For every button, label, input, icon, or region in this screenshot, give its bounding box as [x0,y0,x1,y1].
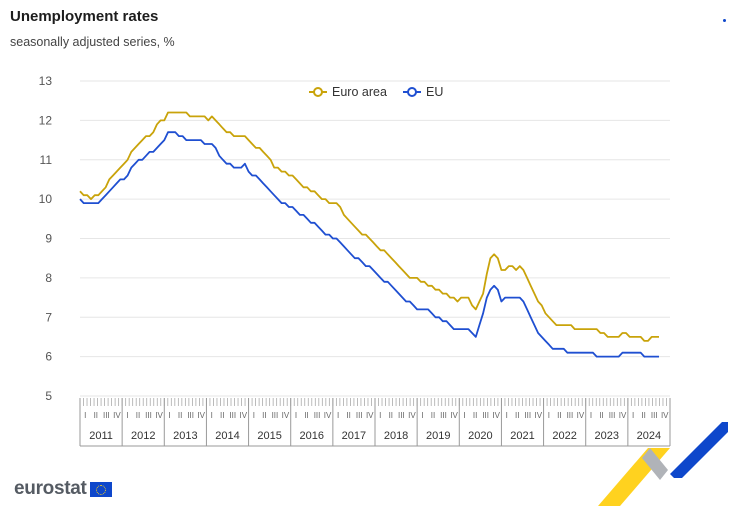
x-quarter-label: IV [240,411,248,420]
x-quarter-label: III [103,411,110,420]
x-year-label: 2012 [131,430,155,442]
legend-label: EU [426,85,443,99]
x-year-label: 2020 [468,430,492,442]
x-quarter-label: II [136,411,140,420]
y-tick-label: 13 [39,74,53,88]
x-year-label: 2018 [384,430,408,442]
x-quarter-label: III [145,411,152,420]
x-quarter-label: IV [535,411,543,420]
legend-marker [313,87,323,97]
x-quarter-label: IV [661,411,669,420]
x-year-label: 2015 [257,430,281,442]
x-quarter-label: IV [577,411,585,420]
x-quarter-label: III [314,411,321,420]
x-quarter-label: IV [324,411,332,420]
x-quarter-label: I [548,411,550,420]
x-quarter-label: I [253,411,255,420]
x-year-label: 2024 [637,430,661,442]
series-line-euro-area [79,111,659,342]
x-quarter-label: III [440,411,447,420]
x-quarter-label: I [84,411,86,420]
x-quarter-label: I [168,411,170,420]
x-year-label: 2017 [342,430,366,442]
x-quarter-label: IV [155,411,163,420]
x-quarter-label: II [473,411,477,420]
x-quarter-label: III [567,411,574,420]
x-quarter-label: II [220,411,224,420]
x-quarter-label: I [421,411,423,420]
y-tick-label: 7 [45,310,52,324]
x-quarter-label: IV [366,411,374,420]
x-quarter-label: II [557,411,561,420]
x-quarter-label: II [389,411,393,420]
y-tick-label: 9 [45,232,52,246]
x-quarter-label: I [295,411,297,420]
x-quarter-label: I [379,411,381,420]
y-axis: 5 6 7 8 9 10 11 12 13 [39,74,53,403]
x-quarter-label: IV [492,411,500,420]
eurostat-logo: eurostat [14,478,112,500]
x-year-label: 2019 [426,430,450,442]
chart-title: Unemployment rates [10,8,159,25]
eurostat-brand-graphic [598,422,728,506]
x-quarter-label: II [304,411,308,420]
x-quarter-label: I [337,411,339,420]
x-quarter-label: I [126,411,128,420]
x-quarter-label: III [609,411,616,420]
y-tick-label: 8 [45,271,52,285]
menu-dot-icon[interactable] [723,19,726,22]
legend: Euro area EU [309,85,443,99]
x-year-label: 2023 [595,430,619,442]
x-quarter-label: II [346,411,350,420]
x-quarter-label: IV [197,411,205,420]
x-year-label: 2021 [510,430,534,442]
x-quarter-label: III [651,411,658,420]
y-tick-label: 5 [45,389,52,403]
y-tick-label: 12 [39,113,53,127]
logo-text: eurostat [14,478,87,499]
x-year-label: 2022 [552,430,576,442]
x-quarter-label: II [262,411,266,420]
x-quarter-label: I [506,411,508,420]
y-tick-label: 10 [39,192,53,206]
series-line-eu [79,131,659,358]
x-quarter-label: IV [408,411,416,420]
x-quarter-label: III [229,411,236,420]
x-quarter-label: II [431,411,435,420]
x-quarter-label: III [356,411,363,420]
x-quarter-label: IV [282,411,290,420]
x-quarter-label: I [211,411,213,420]
x-year-label: 2016 [300,430,324,442]
legend-label: Euro area [332,85,387,99]
eu-flag-icon [89,481,112,497]
y-tick-label: 6 [45,350,52,364]
x-quarter-label: III [187,411,194,420]
x-quarter-label: III [482,411,489,420]
series-lines [79,111,659,358]
x-year-label: 2011 [89,430,113,442]
x-quarter-label: IV [113,411,121,420]
x-quarter-label: III [524,411,531,420]
legend-marker [407,87,417,97]
x-quarter-label: II [94,411,98,420]
x-year-label: 2014 [215,430,239,442]
x-quarter-label: II [515,411,519,420]
x-quarter-label: IV [450,411,458,420]
x-quarter-label: III [398,411,405,420]
x-quarter-label: II [641,411,645,420]
x-quarter-label: II [178,411,182,420]
gridlines [80,80,670,397]
x-quarter-label: III [272,411,279,420]
chart-subtitle: seasonally adjusted series, % [10,35,175,49]
x-quarter-label: I [463,411,465,420]
x-quarter-label: I [590,411,592,420]
x-year-label: 2013 [173,430,197,442]
x-quarter-label: II [599,411,603,420]
y-tick-label: 11 [40,153,53,167]
x-quarter-label: IV [619,411,627,420]
x-quarter-label: I [632,411,634,420]
